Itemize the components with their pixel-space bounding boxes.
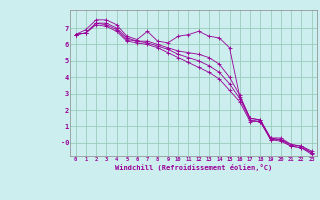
X-axis label: Windchill (Refroidissement éolien,°C): Windchill (Refroidissement éolien,°C): [115, 164, 272, 171]
